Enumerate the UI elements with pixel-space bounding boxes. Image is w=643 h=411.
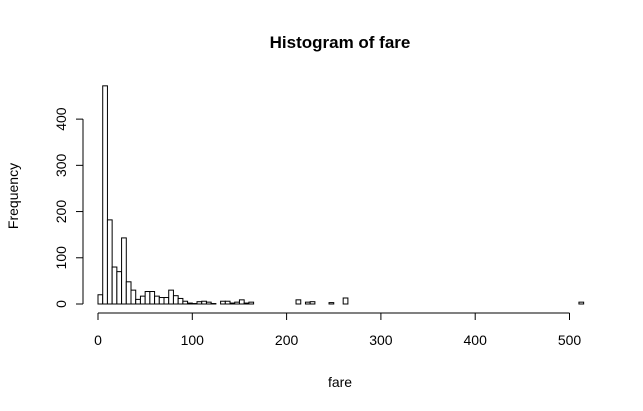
histogram-bar [154,295,160,305]
histogram-bar [177,297,184,305]
histogram-bar [309,301,316,305]
y-tick-label: 100 [53,246,69,270]
histogram-bar [224,300,231,305]
y-tick-label: 200 [53,200,69,224]
histogram-bar [116,271,123,305]
histogram-bar [295,299,302,305]
histogram-bar [149,291,156,305]
x-tick-label: 200 [275,332,299,348]
histogram-bar [139,295,146,305]
histogram-bar [248,301,255,305]
histogram-bar [106,219,113,305]
x-tick-label: 0 [94,332,102,348]
histogram-bar [220,300,226,305]
histogram-bar [111,266,118,305]
x-tick-label: 300 [369,332,393,348]
histogram-bar [125,281,132,305]
histogram-bars [97,85,585,305]
histogram-bar [182,300,189,305]
histogram-bar [144,291,151,305]
histogram-bar [172,295,179,305]
histogram-bar [234,301,240,305]
histogram-bar [578,301,585,305]
y-tick-label: 300 [53,153,69,177]
y-axis: 0 100 200 300 400 [53,107,84,308]
histogram-bar [135,298,141,305]
histogram-bar [121,237,127,305]
histogram-bar [130,289,137,305]
histogram-bar [229,302,236,305]
histogram-bar [342,297,349,305]
histogram-bar [304,301,311,305]
histogram-bar [196,301,203,305]
histogram-bar [158,297,165,305]
histogram-bar [187,302,193,305]
histogram-bar [243,302,250,305]
histogram-bar [168,289,174,305]
y-tick-label: 0 [53,300,69,308]
x-axis-label: fare [328,374,352,390]
histogram-bar [163,297,170,305]
histogram-bar [201,300,207,305]
x-tick-label: 100 [181,332,205,348]
x-axis: 0 100 200 300 400 500 [94,312,582,348]
y-axis-label: Frequency [5,163,21,229]
chart-title: Histogram of fare [270,33,411,52]
x-tick-label: 500 [558,332,582,348]
y-tick-label: 400 [53,107,69,131]
histogram-bar [97,294,104,305]
histogram-bar [102,85,108,305]
x-tick-label: 400 [464,332,488,348]
histogram-bar [205,301,212,305]
histogram-bar [328,302,335,305]
histogram-bar [238,299,245,305]
